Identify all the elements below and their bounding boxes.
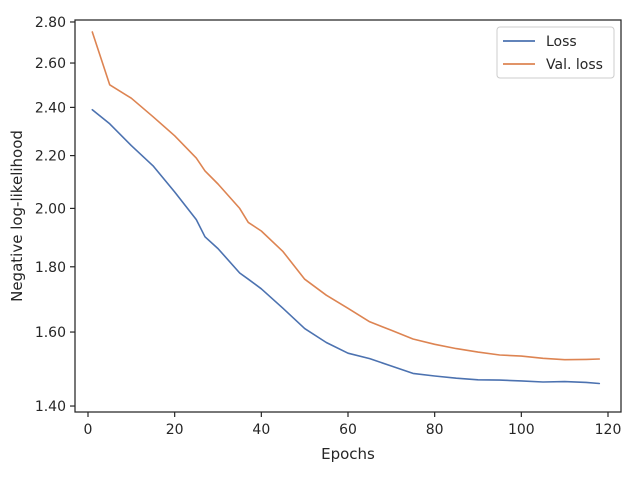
y-tick-label: 2.60 — [35, 56, 66, 72]
x-tick-label: 100 — [508, 422, 535, 438]
x-tick-label: 40 — [252, 422, 270, 438]
y-tick-label: 2.00 — [35, 201, 66, 217]
x-tick-label: 20 — [166, 422, 184, 438]
series-layer — [91, 31, 601, 385]
series-line-0 — [91, 108, 601, 385]
x-axis-label: Epochs — [321, 445, 375, 463]
legend-label-val-loss: Val. loss — [546, 57, 603, 73]
y-tick-label: 2.20 — [35, 149, 66, 165]
y-axis-ticks: 1.40 1.60 1.80 2.00 2.20 2.40 2.60 2.80 — [35, 15, 75, 415]
y-tick-label: 1.40 — [35, 399, 66, 415]
y-tick-label: 1.80 — [35, 260, 66, 276]
legend-box — [496, 26, 615, 79]
series-line-1 — [91, 31, 601, 361]
x-tick-label: 80 — [426, 422, 444, 438]
x-tick-label: 0 — [84, 422, 93, 438]
x-tick-label: 60 — [339, 422, 357, 438]
legend: Loss Val. loss — [496, 26, 615, 79]
y-tick-label: 1.60 — [35, 325, 66, 341]
x-tick-label: 120 — [595, 422, 622, 438]
y-tick-label: 2.80 — [35, 15, 66, 31]
y-tick-label: 2.40 — [35, 100, 66, 116]
legend-label-loss: Loss — [546, 34, 577, 50]
y-axis-label: Negative log-likelihood — [8, 130, 26, 302]
x-axis-ticks: 0 20 40 60 80 100 120 — [84, 412, 622, 438]
